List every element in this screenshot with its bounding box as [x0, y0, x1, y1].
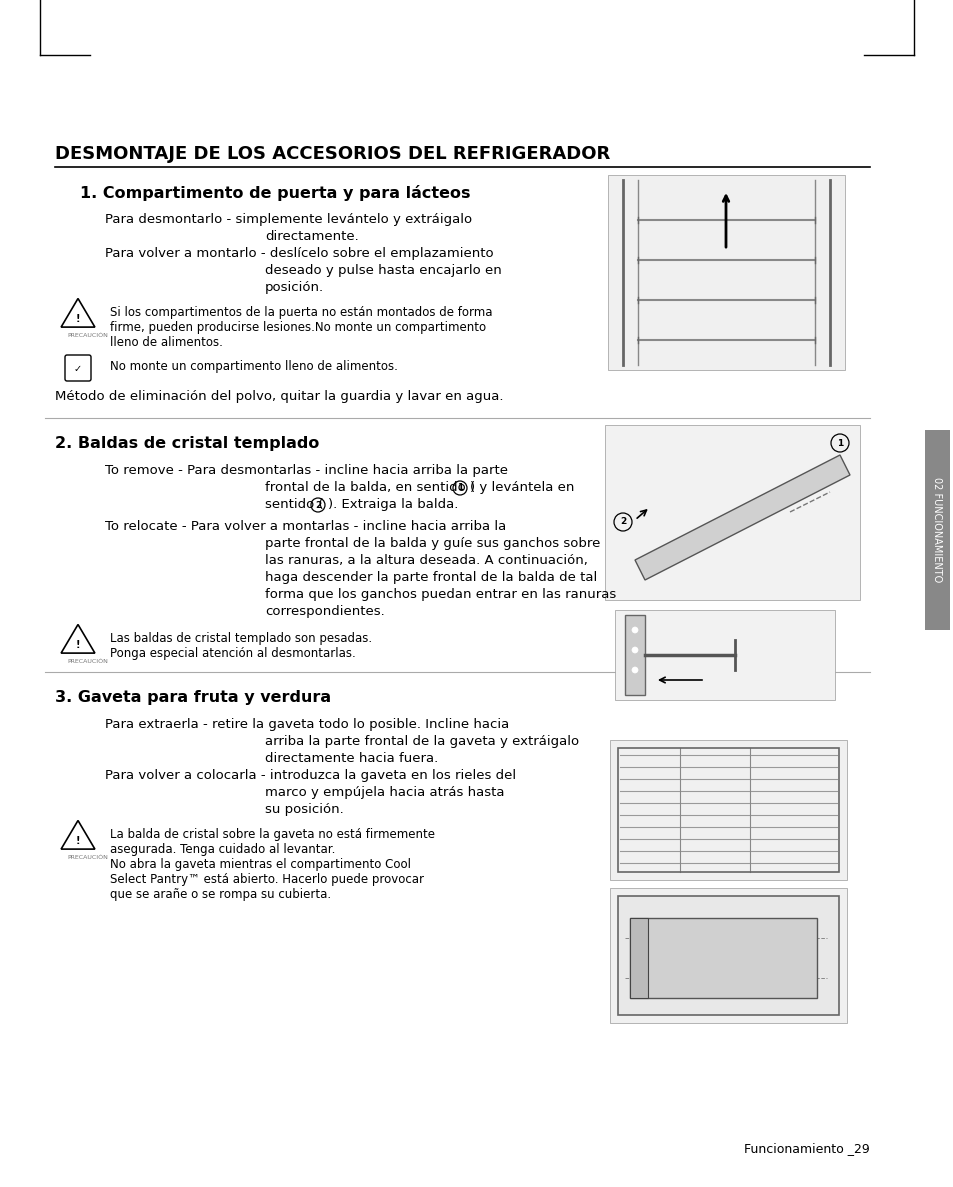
Text: deseado y pulse hasta encajarlo en: deseado y pulse hasta encajarlo en [265, 264, 501, 277]
Text: que se arañe o se rompa su cubierta.: que se arañe o se rompa su cubierta. [110, 888, 331, 901]
Text: PRECAUCIÓN: PRECAUCIÓN [67, 334, 108, 338]
Text: To remove - Para desmontarlas - incline hacia arriba la parte: To remove - Para desmontarlas - incline … [105, 464, 507, 477]
Text: Ponga especial atención al desmontarlas.: Ponga especial atención al desmontarlas. [110, 647, 355, 660]
Text: Para desmontarlo - simplemente levántelo y extráigalo: Para desmontarlo - simplemente levántelo… [105, 212, 472, 226]
Text: su posición.: su posición. [265, 802, 343, 815]
Text: PRECAUCIÓN: PRECAUCIÓN [67, 659, 108, 664]
Text: sentido (: sentido ( [265, 499, 323, 510]
Circle shape [631, 627, 638, 633]
Text: La balda de cristal sobre la gaveta no está firmemente: La balda de cristal sobre la gaveta no e… [110, 829, 435, 842]
Text: No monte un compartimento lleno de alimentos.: No monte un compartimento lleno de alime… [110, 360, 397, 373]
Text: Para volver a colocarla - introduzca la gaveta en los rieles del: Para volver a colocarla - introduzca la … [105, 769, 516, 782]
Text: 1: 1 [836, 438, 842, 447]
Text: lleno de alimentos.: lleno de alimentos. [110, 336, 223, 349]
Text: marco y empújela hacia atrás hasta: marco y empújela hacia atrás hasta [265, 786, 504, 799]
FancyBboxPatch shape [609, 740, 846, 880]
Text: ✓: ✓ [74, 364, 82, 374]
FancyBboxPatch shape [629, 918, 647, 998]
Text: 2: 2 [619, 518, 625, 527]
FancyBboxPatch shape [615, 610, 834, 700]
Text: 3. Gaveta para fruta y verdura: 3. Gaveta para fruta y verdura [55, 690, 331, 705]
FancyBboxPatch shape [624, 615, 644, 696]
Text: frontal de la balda, en sentido (: frontal de la balda, en sentido ( [265, 481, 475, 494]
Text: asegurada. Tenga cuidado al levantar.: asegurada. Tenga cuidado al levantar. [110, 843, 335, 856]
Circle shape [631, 667, 638, 673]
Text: 2: 2 [314, 501, 321, 509]
Text: !: ! [75, 837, 80, 846]
Text: forma que los ganchos puedan entrar en las ranuras: forma que los ganchos puedan entrar en l… [265, 588, 616, 601]
Polygon shape [635, 455, 849, 580]
Text: arriba la parte frontal de la gaveta y extráigalo: arriba la parte frontal de la gaveta y e… [265, 735, 578, 748]
FancyBboxPatch shape [604, 425, 859, 599]
Text: 1. Compartimento de puerta y para lácteos: 1. Compartimento de puerta y para lácteo… [80, 185, 470, 201]
Text: Select Pantry™ está abierto. Hacerlo puede provocar: Select Pantry™ está abierto. Hacerlo pue… [110, 872, 423, 886]
FancyBboxPatch shape [924, 430, 949, 630]
Text: parte frontal de la balda y guíe sus ganchos sobre: parte frontal de la balda y guíe sus gan… [265, 537, 599, 550]
Text: 2. Baldas de cristal templado: 2. Baldas de cristal templado [55, 436, 319, 451]
Text: No abra la gaveta mientras el compartimento Cool: No abra la gaveta mientras el compartime… [110, 858, 411, 871]
FancyBboxPatch shape [65, 355, 91, 381]
Text: ). Extraiga la balda.: ). Extraiga la balda. [328, 499, 457, 510]
Text: posición.: posición. [265, 281, 324, 294]
Text: directamente hacia fuera.: directamente hacia fuera. [265, 753, 437, 764]
FancyBboxPatch shape [607, 174, 844, 370]
Text: DESMONTAJE DE LOS ACCESORIOS DEL REFRIGERADOR: DESMONTAJE DE LOS ACCESORIOS DEL REFRIGE… [55, 145, 610, 163]
Text: haga descender la parte frontal de la balda de tal: haga descender la parte frontal de la ba… [265, 571, 597, 584]
Text: !: ! [75, 315, 80, 324]
Text: To relocate - Para volver a montarlas - incline hacia arriba la: To relocate - Para volver a montarlas - … [105, 520, 506, 533]
Text: directamente.: directamente. [265, 230, 358, 243]
Text: las ranuras, a la altura deseada. A continuación,: las ranuras, a la altura deseada. A cont… [265, 554, 587, 567]
Circle shape [631, 647, 638, 653]
Text: Si los compartimentos de la puerta no están montados de forma: Si los compartimentos de la puerta no es… [110, 306, 492, 319]
Text: Funcionamiento _29: Funcionamiento _29 [743, 1142, 869, 1155]
Text: ) y levántela en: ) y levántela en [470, 481, 574, 494]
Text: Método de eliminación del polvo, quitar la guardia y lavar en agua.: Método de eliminación del polvo, quitar … [55, 391, 503, 404]
Text: Para volver a montarlo - deslícelo sobre el emplazamiento: Para volver a montarlo - deslícelo sobre… [105, 247, 493, 260]
Text: !: ! [75, 640, 80, 650]
FancyBboxPatch shape [609, 888, 846, 1023]
Text: firme, pueden producirse lesiones.No monte un compartimento: firme, pueden producirse lesiones.No mon… [110, 320, 486, 334]
Text: Para extraerla - retire la gaveta todo lo posible. Incline hacia: Para extraerla - retire la gaveta todo l… [105, 718, 509, 731]
Text: 02 FUNCIONAMIENTO: 02 FUNCIONAMIENTO [931, 477, 941, 583]
FancyBboxPatch shape [618, 896, 838, 1015]
Text: PRECAUCIÓN: PRECAUCIÓN [67, 855, 108, 861]
Text: 1: 1 [456, 483, 462, 493]
Text: correspondientes.: correspondientes. [265, 605, 384, 618]
Text: Las baldas de cristal templado son pesadas.: Las baldas de cristal templado son pesad… [110, 631, 372, 645]
FancyBboxPatch shape [629, 918, 816, 998]
